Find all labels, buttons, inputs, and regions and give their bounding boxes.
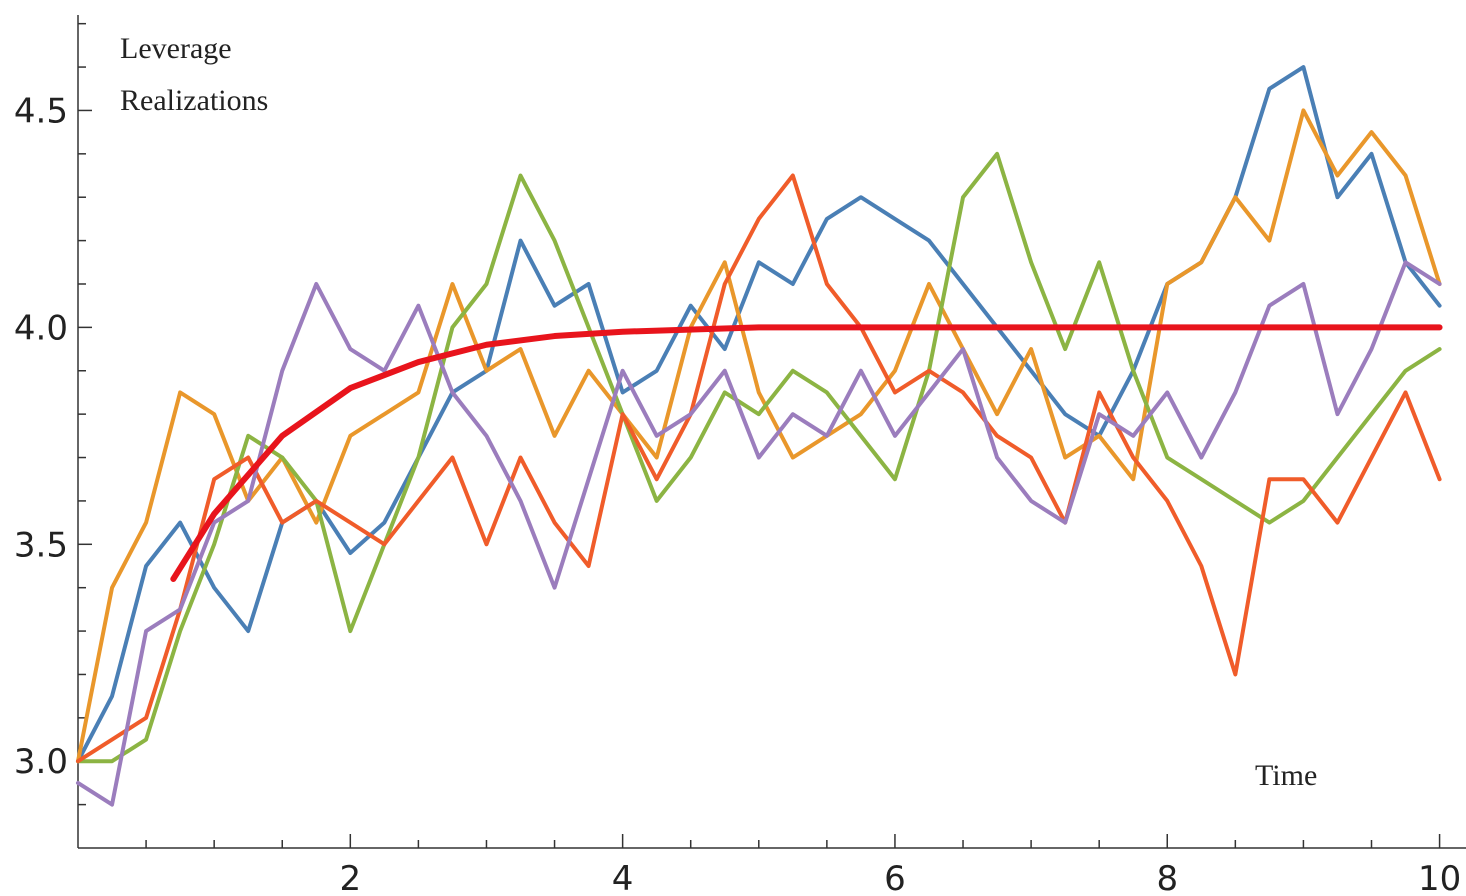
x-tick-label: 10 — [1418, 859, 1461, 896]
y-tick-label: 4.5 — [14, 91, 68, 131]
y-label-line: Leverage — [120, 32, 232, 65]
x-tick-label: 6 — [884, 859, 906, 896]
x-tick-label: 4 — [612, 859, 634, 896]
y-tick-label: 3.0 — [14, 742, 68, 782]
realization-line — [76, 173, 1442, 764]
realization-line — [76, 108, 1442, 764]
x-label: Time — [1255, 759, 1317, 792]
realization-line — [76, 151, 1442, 764]
x-tick-label: 2 — [339, 859, 361, 896]
y-label-line: Realizations — [120, 84, 268, 117]
y-tick-label: 3.5 — [14, 525, 68, 565]
y-tick-label: 4.0 — [14, 308, 68, 348]
x-tick-label: 8 — [1156, 859, 1178, 896]
mean-line — [170, 324, 1443, 583]
realization-line — [76, 260, 1442, 807]
